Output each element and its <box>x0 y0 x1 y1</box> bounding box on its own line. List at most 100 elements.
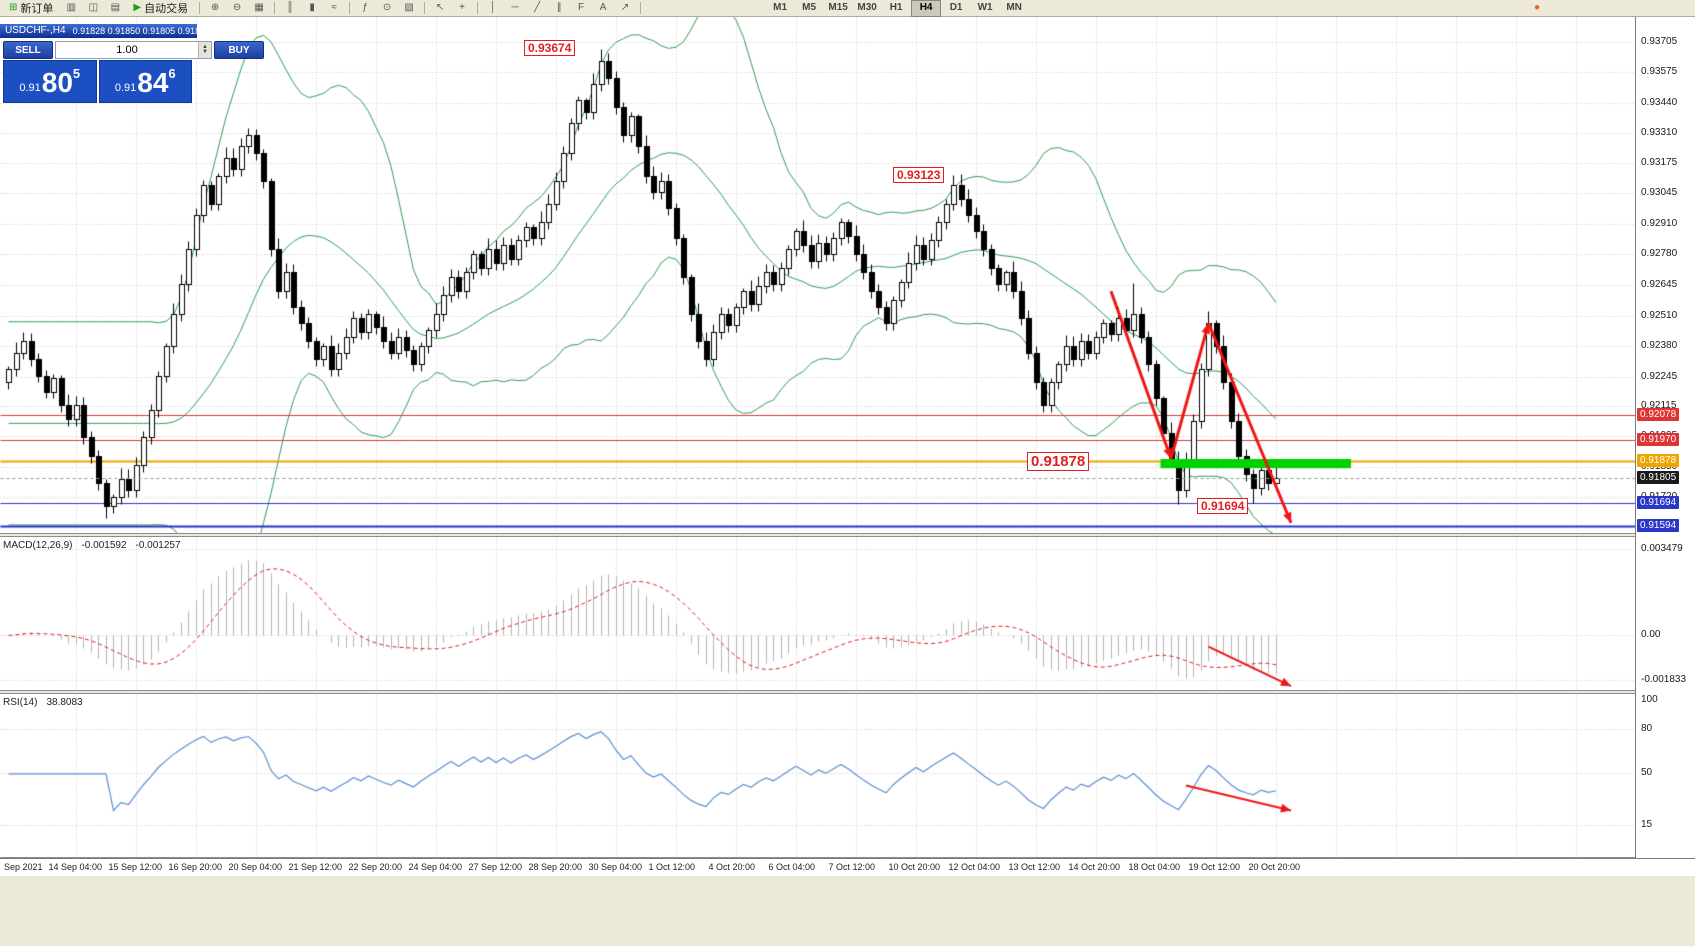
sell-button[interactable]: SELL <box>3 41 53 59</box>
line-chart-icon[interactable]: ≈ <box>324 0 344 17</box>
pane-splitter[interactable] <box>0 857 1695 858</box>
rsi-pane-canvas[interactable] <box>0 694 1635 857</box>
price-scale-label: 0.93175 <box>1641 157 1678 169</box>
navigator-icon[interactable]: ▤ <box>105 0 125 17</box>
timeframe-m15-button[interactable]: M15 <box>828 1 848 13</box>
pane-splitter[interactable] <box>0 533 1695 537</box>
time-axis-label: 15 Sep 12:00 <box>108 862 163 872</box>
arrow-tool-icon[interactable]: ↗ <box>615 0 635 17</box>
spinner-up-icon[interactable]: ▲ <box>202 44 208 50</box>
main-chart-canvas[interactable] <box>0 17 1635 533</box>
time-axis-label: 21 Sep 12:00 <box>288 862 343 872</box>
volume-spinner[interactable]: ▲ ▼ <box>198 42 211 58</box>
timeframe-h1-button[interactable]: H1 <box>889 1 903 13</box>
buy-button[interactable]: BUY <box>214 41 264 59</box>
channel-icon[interactable]: ∥ <box>549 0 569 17</box>
price-scale-label: 0.92380 <box>1641 339 1678 351</box>
time-axis-label: 10 Oct 20:00 <box>888 862 941 872</box>
toolbar-separator <box>199 2 201 14</box>
toolbar-separator <box>349 2 351 14</box>
rsi-value: 38.8083 <box>46 697 83 708</box>
chart-ohlc-quotes: 0.91828 0.91850 0.91805 0.91805 <box>72 26 197 36</box>
time-axis-label: 18 Oct 04:00 <box>1128 862 1181 872</box>
channel-icon: ∥ <box>556 2 562 13</box>
fibonacci-icon[interactable]: F <box>571 0 591 17</box>
timeframe-m1-button[interactable]: M1 <box>773 1 788 13</box>
zoom-in-icon: ⊕ <box>210 2 220 13</box>
timeframe-m30-button[interactable]: M30 <box>857 1 877 13</box>
buy-price[interactable]: 0.91 84 6 <box>98 60 192 103</box>
price-scale-label: 0.92910 <box>1641 218 1678 230</box>
horizontal-line-icon[interactable]: ─ <box>505 0 525 17</box>
timeframe-m5-button[interactable]: M5 <box>802 1 817 13</box>
candlestick-chart-icon[interactable]: ▮ <box>302 0 322 17</box>
autotrading-icon: ▶ <box>133 2 142 13</box>
main-toolbar: ⊞ 新订单 ▥ ◫ ▤ ▶ 自动交易 ⊕ ⊖ ▦ ║ ▮ ≈ ƒ ⊙ ▧ ↖ + │ ─ ╱ ∥ F A ↗ M1 M5 M15 M30… <box>0 0 1695 17</box>
macd-label: MACD(12,26,9) -0.001592 -0.001257 <box>3 540 181 551</box>
timeframe-d1-button[interactable]: D1 <box>949 1 963 13</box>
price-scale-label: 0.93045 <box>1641 187 1678 199</box>
spinner-down-icon[interactable]: ▼ <box>202 49 208 55</box>
rsi-scale-label: 15 <box>1641 818 1653 830</box>
autotrading-button-label: 自动交易 <box>144 3 189 15</box>
buy-price-big: 84 <box>137 67 169 98</box>
time-axis-label: 6 Oct 04:00 <box>768 862 816 872</box>
volume-input[interactable] <box>56 42 198 58</box>
time-axis-label: 19 Oct 12:00 <box>1188 862 1241 872</box>
vertical-line-icon: │ <box>489 2 497 13</box>
new-order-button[interactable]: ⊞ 新订单 <box>3 0 59 17</box>
bottom-panel <box>0 875 1695 946</box>
timeframe-w1-button[interactable]: W1 <box>977 1 993 13</box>
price-annotation-high[interactable]: 0.93674 <box>524 40 576 56</box>
price-scale[interactable]: 0.93705 0.93575 0.93440 0.93310 0.93175 0.930… <box>1635 17 1695 858</box>
price-scale-label: 0.92245 <box>1641 370 1678 382</box>
text-icon[interactable]: A <box>593 0 613 17</box>
tile-windows-icon[interactable]: ▦ <box>249 0 269 17</box>
time-axis-label: 1 Oct 12:00 <box>648 862 696 872</box>
trendline-icon[interactable]: ╱ <box>527 0 547 17</box>
volume-field: ▲ ▼ <box>55 41 212 59</box>
vertical-line-icon[interactable]: │ <box>483 0 503 17</box>
price-badge: 0.91878 <box>1637 453 1680 467</box>
notification-icon[interactable]: ● <box>1527 0 1547 17</box>
price-annotation-support[interactable]: 0.91878 <box>1027 452 1090 471</box>
time-axis: Sep 2021 14 Sep 04:00 15 Sep 12:00 16 Sep 2… <box>0 858 1695 876</box>
indicators-icon[interactable]: ƒ <box>355 0 375 17</box>
price-annotation-low[interactable]: 0.91694 <box>1197 498 1249 514</box>
timeframe-h4-button[interactable]: H4 <box>911 0 942 17</box>
chart-title-bar[interactable]: USDCHF-,H4 0.91828 0.91850 0.91805 0.918… <box>0 24 197 38</box>
market-watch-icon[interactable]: ◫ <box>83 0 103 17</box>
autotrading-button[interactable]: ▶ 自动交易 <box>127 0 194 17</box>
toolbar-separator <box>424 2 426 14</box>
price-badge: 0.92078 <box>1637 407 1680 421</box>
templates-icon: ▧ <box>404 2 414 13</box>
indicators-icon: ƒ <box>362 2 368 13</box>
chart-window: 0.93705 0.93575 0.93440 0.93310 0.93175 0.930… <box>0 17 1695 876</box>
macd-value: -0.001592 <box>81 540 127 551</box>
price-annotation-lower-high[interactable]: 0.93123 <box>893 167 945 183</box>
crosshair-icon: + <box>459 2 466 13</box>
timeframe-mn-button[interactable]: MN <box>1006 1 1022 13</box>
rsi-label: RSI(14) 38.8083 <box>3 697 83 708</box>
price-badge: 0.91694 <box>1637 495 1680 509</box>
pane-splitter[interactable] <box>0 690 1695 694</box>
zoom-out-icon[interactable]: ⊖ <box>227 0 247 17</box>
periods-icon[interactable]: ⊙ <box>377 0 397 17</box>
zoom-in-icon[interactable]: ⊕ <box>205 0 225 17</box>
crosshair-icon[interactable]: + <box>452 0 472 17</box>
arrow-tool-icon: ↗ <box>620 2 630 13</box>
bar-chart-icon[interactable]: ║ <box>280 0 300 17</box>
time-axis-label: 20 Oct 20:00 <box>1248 862 1301 872</box>
time-axis-label: Sep 2021 <box>4 862 43 872</box>
buy-price-prefix: 0.91 <box>114 82 137 94</box>
time-axis-label: 7 Oct 12:00 <box>828 862 876 872</box>
sell-price[interactable]: 0.91 80 5 <box>3 60 97 103</box>
buy-price-sup: 6 <box>168 66 176 81</box>
time-axis-label: 12 Oct 04:00 <box>948 862 1001 872</box>
macd-pane-canvas[interactable] <box>0 537 1635 690</box>
charts-window-icon[interactable]: ▥ <box>61 0 81 17</box>
chart-title: USDCHF-,H4 <box>5 25 66 36</box>
price-scale-label: 0.92115 <box>1641 400 1677 412</box>
templates-icon[interactable]: ▧ <box>399 0 419 17</box>
cursor-icon[interactable]: ↖ <box>430 0 450 17</box>
